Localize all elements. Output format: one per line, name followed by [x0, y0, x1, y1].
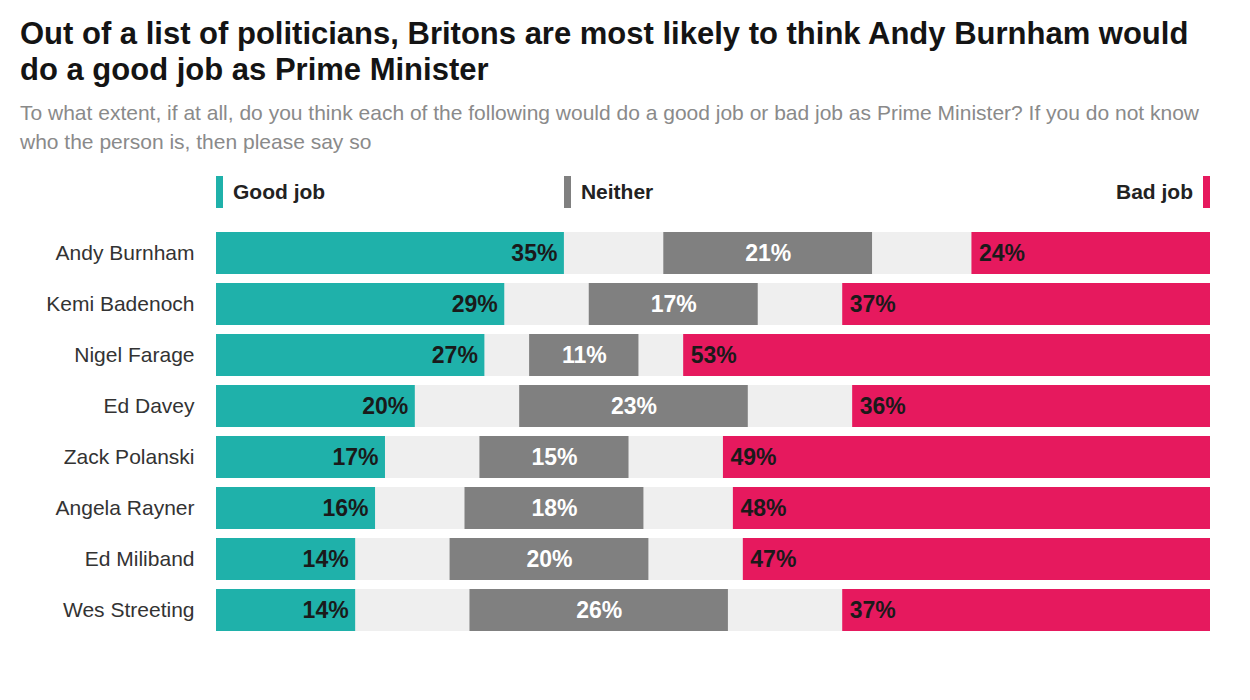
svg-text:49%: 49%: [730, 444, 776, 470]
svg-text:14%: 14%: [303, 597, 349, 623]
svg-text:36%: 36%: [860, 393, 906, 419]
svg-text:37%: 37%: [850, 291, 896, 317]
svg-text:21%: 21%: [745, 240, 791, 266]
svg-text:37%: 37%: [850, 597, 896, 623]
svg-text:35%: 35%: [511, 240, 557, 266]
svg-text:23%: 23%: [611, 393, 657, 419]
html-text:Bad job: Bad job: [1116, 180, 1193, 203]
svg-text:15%: 15%: [531, 444, 577, 470]
svg-text:17%: 17%: [332, 444, 378, 470]
svg-text:Kemi Badenoch: Kemi Badenoch: [46, 292, 194, 315]
svg-text:Andy Burnham: Andy Burnham: [56, 241, 195, 264]
html-text:Neither: Neither: [580, 180, 654, 203]
svg-text:Ed Miliband: Ed Miliband: [85, 547, 195, 570]
svg-text:26%: 26%: [576, 597, 622, 623]
svg-text:18%: 18%: [531, 495, 577, 521]
html-text:Good job: Good job: [233, 180, 326, 203]
svg-text:14%: 14%: [303, 546, 349, 572]
svg-text:11%: 11%: [562, 342, 607, 368]
html-text:To what extent, if at all, do: To what extent, if at all, do you think …: [20, 101, 1199, 153]
svg-text:47%: 47%: [750, 546, 796, 572]
svg-text:Zack Polanski: Zack Polanski: [64, 445, 195, 468]
svg-text:Wes Streeting: Wes Streeting: [63, 598, 195, 621]
svg-text:27%: 27%: [432, 342, 478, 368]
svg-text:16%: 16%: [322, 495, 368, 521]
svg-text:20%: 20%: [362, 393, 408, 419]
svg-text:17%: 17%: [651, 291, 697, 317]
svg-text:24%: 24%: [979, 240, 1025, 266]
svg-text:Angela Rayner: Angela Rayner: [56, 496, 195, 519]
html-text:Out of a list of politicians,: Out of a list of politicians, Britons ar…: [20, 16, 1189, 87]
svg-text:Ed Davey: Ed Davey: [103, 394, 195, 417]
svg-text:Nigel Farage: Nigel Farage: [74, 343, 194, 366]
svg-text:48%: 48%: [740, 495, 786, 521]
svg-text:29%: 29%: [452, 291, 498, 317]
svg-text:20%: 20%: [526, 546, 572, 572]
svg-text:53%: 53%: [691, 342, 737, 368]
